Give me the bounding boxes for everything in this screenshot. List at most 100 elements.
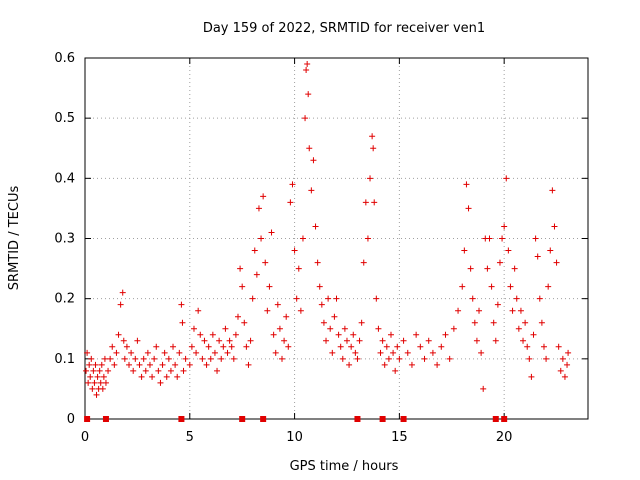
- data-point: [404, 349, 411, 356]
- data-point: [331, 313, 338, 320]
- data-point: [392, 367, 399, 374]
- data-point: [408, 361, 415, 368]
- data-point: [237, 265, 244, 272]
- data-point: [350, 331, 357, 338]
- data-point: [218, 355, 225, 362]
- data-point: [364, 235, 371, 242]
- data-point: [337, 343, 344, 350]
- x-tick-label: 10: [286, 430, 303, 445]
- data-point: [360, 259, 367, 266]
- data-point: [211, 349, 218, 356]
- gap-marker: [379, 416, 386, 422]
- data-point: [245, 361, 252, 368]
- y-tick-label: 0.6: [54, 51, 75, 66]
- data-point: [132, 355, 139, 362]
- data-point: [413, 331, 420, 338]
- data-point: [85, 379, 92, 386]
- data-point: [305, 91, 312, 98]
- data-point: [551, 223, 558, 230]
- data-point: [306, 145, 313, 152]
- data-point: [107, 355, 114, 362]
- data-point: [463, 181, 470, 188]
- data-point: [188, 343, 195, 350]
- data-point: [228, 343, 235, 350]
- data-point: [538, 319, 545, 326]
- data-point: [455, 307, 462, 314]
- data-point: [496, 259, 503, 266]
- data-point: [89, 385, 96, 392]
- data-point: [249, 295, 256, 302]
- data-point: [308, 187, 315, 194]
- data-point: [287, 199, 294, 206]
- data-point: [155, 367, 162, 374]
- data-point: [400, 337, 407, 344]
- data-point: [92, 361, 99, 368]
- data-point: [140, 355, 147, 362]
- data-point: [513, 295, 520, 302]
- data-point: [172, 361, 179, 368]
- data-point: [241, 319, 248, 326]
- data-point: [381, 361, 388, 368]
- data-point: [375, 325, 382, 332]
- data-point: [492, 337, 499, 344]
- data-point: [499, 235, 506, 242]
- data-point: [190, 325, 197, 332]
- data-point: [167, 367, 174, 374]
- data-point: [532, 235, 539, 242]
- data-point: [565, 349, 572, 356]
- data-point: [503, 175, 510, 182]
- data-point: [299, 235, 306, 242]
- data-point: [323, 337, 330, 344]
- data-point: [182, 355, 189, 362]
- data-point: [312, 223, 319, 230]
- data-point: [195, 307, 202, 314]
- data-point: [555, 343, 562, 350]
- data-point: [524, 343, 531, 350]
- data-point: [517, 307, 524, 314]
- data-point: [515, 325, 522, 332]
- y-tick-label: 0.2: [54, 292, 75, 307]
- data-point: [459, 283, 466, 290]
- data-point: [318, 301, 325, 308]
- data-point: [370, 145, 377, 152]
- data-point: [253, 271, 260, 278]
- data-point: [501, 223, 508, 230]
- data-point: [316, 283, 323, 290]
- y-tick-label: 0.1: [54, 352, 75, 367]
- data-point: [268, 229, 275, 236]
- data-point: [467, 265, 474, 272]
- data-point: [136, 361, 143, 368]
- gap-marker: [492, 416, 499, 422]
- data-point: [105, 367, 112, 374]
- x-axis-title: GPS time / hours: [290, 459, 399, 474]
- data-point: [157, 379, 164, 386]
- data-point: [507, 283, 514, 290]
- data-point: [102, 379, 109, 386]
- data-point: [98, 361, 105, 368]
- data-point: [383, 343, 390, 350]
- data-point: [377, 349, 384, 356]
- x-tick-label: 15: [391, 430, 408, 445]
- data-points: [83, 61, 572, 422]
- data-point: [446, 355, 453, 362]
- data-point: [530, 331, 537, 338]
- x-tick-label: 5: [186, 430, 194, 445]
- data-point: [201, 337, 208, 344]
- data-point: [100, 373, 107, 380]
- data-point: [153, 343, 160, 350]
- data-point: [494, 301, 501, 308]
- data-point: [113, 349, 120, 356]
- data-point: [239, 283, 246, 290]
- data-point: [304, 61, 311, 68]
- y-tick-label: 0: [67, 412, 75, 427]
- data-point: [146, 361, 153, 368]
- data-point: [333, 295, 340, 302]
- data-point: [243, 343, 250, 350]
- data-point: [511, 265, 518, 272]
- data-point: [144, 349, 151, 356]
- data-point: [505, 247, 512, 254]
- data-point: [390, 349, 397, 356]
- data-point: [429, 349, 436, 356]
- data-point: [465, 205, 472, 212]
